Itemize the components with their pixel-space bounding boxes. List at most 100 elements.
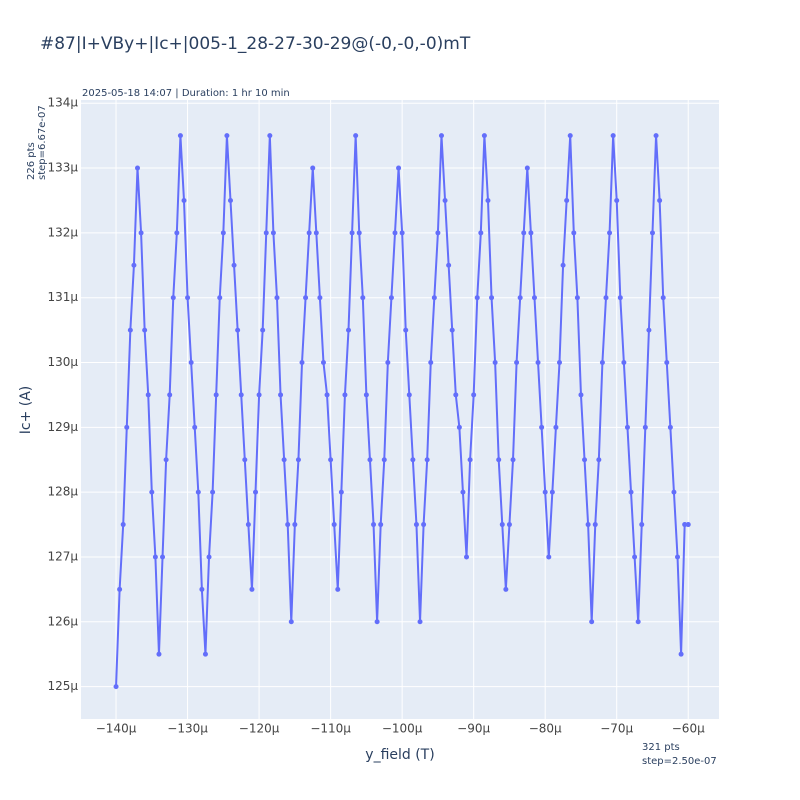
data-point [220,230,226,236]
data-point [406,392,412,398]
data-point [177,133,183,139]
data-point [506,522,512,528]
data-point [342,392,348,398]
x-tick-label: −80μ [529,722,562,736]
data-point [460,489,466,495]
data-point [521,230,527,236]
data-point [256,392,262,398]
data-point [253,489,259,495]
data-point [578,392,584,398]
data-point [639,522,645,528]
data-point [467,457,473,463]
data-point [646,327,652,333]
data-point [413,522,419,528]
data-point [213,392,219,398]
data-point [270,230,276,236]
data-point [135,165,141,171]
data-point [678,651,684,657]
data-point [388,295,394,301]
data-point [410,457,416,463]
data-point [442,197,448,203]
data-point [549,489,555,495]
data-point [117,586,123,592]
data-point [449,327,455,333]
data-point [356,230,362,236]
data-point [542,489,548,495]
data-point [517,295,523,301]
data-point [295,457,301,463]
data-point [496,457,502,463]
data-point [464,554,470,560]
data-point [138,230,144,236]
data-point [514,360,520,366]
data-point [539,424,545,430]
data-point [263,230,269,236]
data-point [120,522,126,528]
data-point [349,230,355,236]
data-point [210,489,216,495]
data-point [142,327,148,333]
data-point [503,586,509,592]
data-point [682,522,688,528]
data-point [288,619,294,625]
data-point [127,327,133,333]
data-point [328,457,334,463]
data-point [603,295,609,301]
data-point [167,392,173,398]
data-point [685,522,691,528]
data-point [649,230,655,236]
data-point [346,327,352,333]
data-point [428,360,434,366]
data-point [217,295,223,301]
y-tick-label: 126μ [47,614,78,628]
data-point [399,230,405,236]
x-tick-label: −100μ [382,722,423,736]
data-point [235,327,241,333]
data-point [592,522,598,528]
x-tick-label: −70μ [600,722,633,736]
data-point [628,489,634,495]
data-point [363,392,369,398]
data-point [564,197,570,203]
data-point [260,327,266,333]
data-point [292,522,298,528]
data-point [456,424,462,430]
data-point [335,586,341,592]
data-point [192,424,198,430]
data-point [338,489,344,495]
data-point [499,522,505,528]
y-tick-label: 128μ [47,485,78,499]
subtitle: 2025-05-18 14:07 | Duration: 1 hr 10 min [82,88,290,99]
data-point [392,230,398,236]
data-point [145,392,151,398]
data-point [481,133,487,139]
data-point [403,327,409,333]
data-point [599,360,605,366]
data-point [206,554,212,560]
data-point [582,457,588,463]
data-point [353,133,359,139]
x-axis-label: y_field (T) [365,747,434,763]
data-point [249,586,255,592]
data-point [306,230,312,236]
data-point [675,554,681,560]
y-tick-label: 125μ [47,679,78,693]
data-point [424,457,430,463]
marks [113,133,691,690]
data-point [281,457,287,463]
data-point [185,295,191,301]
data-point [489,295,495,301]
data-point [188,360,194,366]
data-point [657,197,663,203]
data-point [303,295,309,301]
y-tick-label: 129μ [47,420,78,434]
data-point [474,295,480,301]
data-point [585,522,591,528]
data-point [317,295,323,301]
data-point [589,619,595,625]
data-point [238,392,244,398]
y-tick-label: 127μ [47,549,78,563]
y-tick-label: 133μ [47,161,78,175]
data-point [227,197,233,203]
